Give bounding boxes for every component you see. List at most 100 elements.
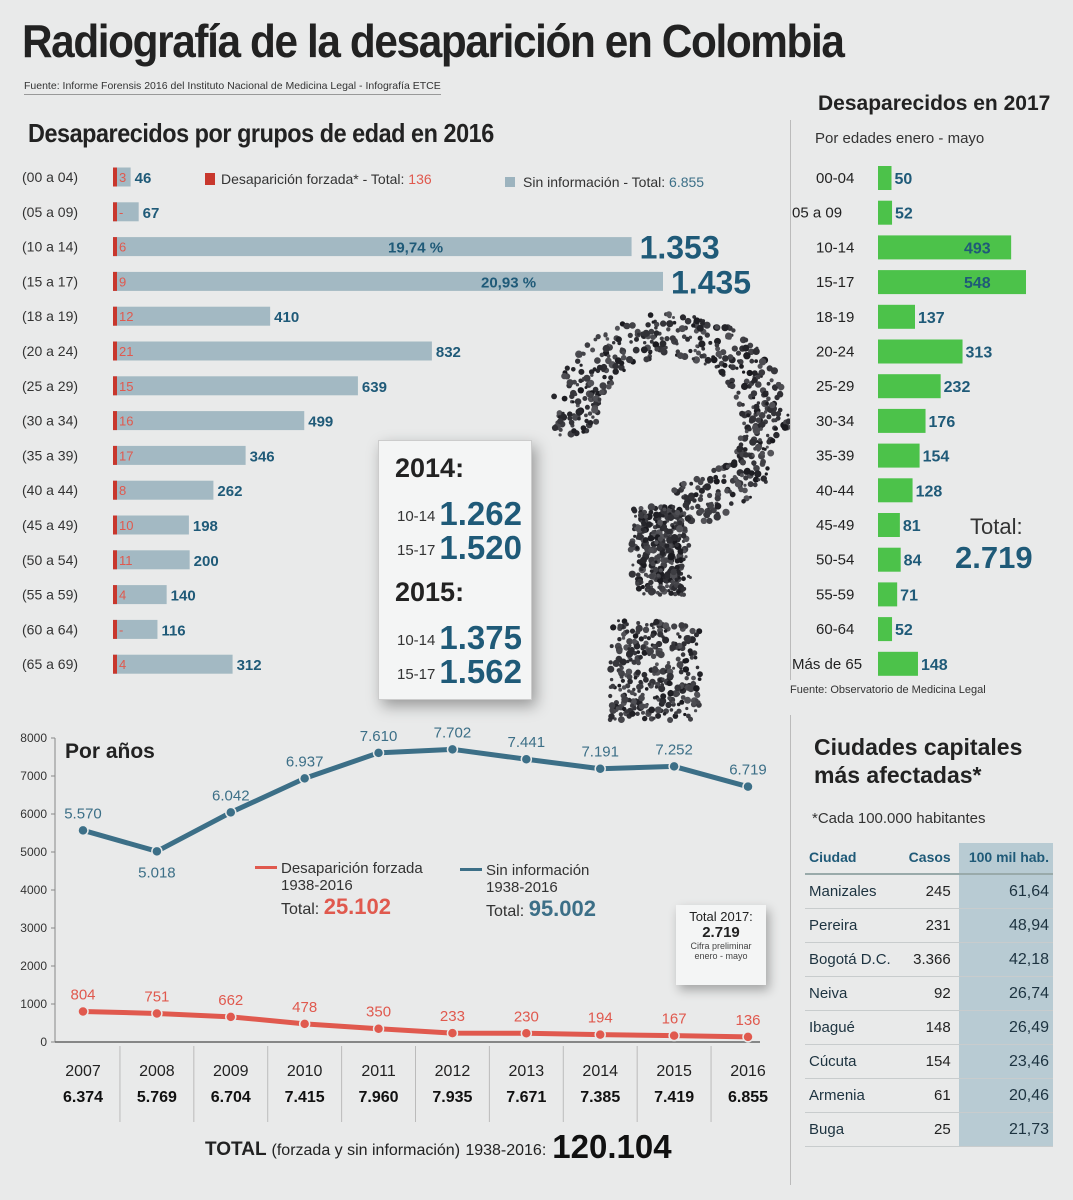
bar-2017 bbox=[878, 200, 893, 225]
y-tick-label: 5000 bbox=[20, 845, 47, 859]
age-category-label: (00 a 04) bbox=[22, 169, 78, 185]
forced-point bbox=[594, 1028, 606, 1041]
age-category-2017-label: 35-39 bbox=[816, 448, 854, 465]
bar-2017 bbox=[878, 408, 926, 433]
forced-point bbox=[151, 1007, 163, 1020]
box-2014-row-1: 10-14 1.262 bbox=[397, 495, 522, 532]
age-bar-chart: (00 a 04) 3 46(05 a 09) -67(10 a 14) 6 1.353(… bbox=[22, 167, 751, 674]
box-2015-label: 2015: bbox=[395, 577, 465, 607]
forced-value-label: 3 bbox=[119, 170, 126, 185]
right-panel-divider bbox=[790, 120, 791, 680]
forced-value-label: 12 bbox=[119, 309, 133, 324]
forced-bar bbox=[113, 341, 117, 361]
bar-2017 bbox=[878, 304, 915, 329]
age-category-2017-label: 05 a 09 bbox=[792, 205, 842, 222]
line-legend-sin: Sin información 1938-2016 Total: 95.002 bbox=[460, 862, 596, 920]
age-category-label: (20 a 24) bbox=[22, 343, 78, 359]
bar-2017-value-label: 128 bbox=[916, 483, 943, 500]
forced-value-label: 751 bbox=[144, 988, 169, 1005]
sin-info-point bbox=[446, 743, 459, 756]
sin-info-value-label: 832 bbox=[436, 344, 461, 361]
bar-2017 bbox=[878, 582, 898, 607]
sin-info-value-label: 7.610 bbox=[360, 728, 398, 745]
legend-forced-label: Desaparición forzada* - Total: bbox=[221, 171, 409, 187]
forced-bar bbox=[113, 585, 117, 605]
bar-2017-value-label: 71 bbox=[900, 587, 918, 604]
cities-header-city: Ciudad bbox=[805, 843, 901, 875]
sin-info-value-label: 7.191 bbox=[581, 744, 619, 761]
forced-value-label: 10 bbox=[119, 518, 133, 533]
forced-bar bbox=[113, 202, 117, 222]
forced-point bbox=[77, 1005, 89, 1018]
forced-value-label: 167 bbox=[662, 1011, 687, 1028]
y-tick-label: 3000 bbox=[20, 921, 47, 935]
year-label: 2007 bbox=[65, 1063, 101, 1080]
table-row: Buga 25 21,73 bbox=[805, 1112, 1053, 1147]
chart-2017-title: Desaparecidos en 2017 bbox=[818, 92, 1051, 115]
year-label: 2010 bbox=[287, 1063, 323, 1080]
box-2015-row-2: 15-17 1.562 bbox=[397, 653, 522, 690]
bar-2017-value-label: 232 bbox=[944, 379, 971, 396]
bar-2017 bbox=[878, 270, 1026, 295]
total-2017-box: Total 2017: 2.719 Cifra preliminar enero… bbox=[676, 905, 766, 985]
sin-info-bar bbox=[113, 202, 139, 222]
year-label: 2012 bbox=[435, 1063, 471, 1080]
box-2014-row-2: 15-17 1.520 bbox=[397, 529, 522, 566]
bar-2017-value-label: 52 bbox=[895, 206, 913, 223]
grand-total: TOTAL (forzada y sin información) 1938-2… bbox=[205, 1128, 672, 1165]
forced-value-label: 4 bbox=[119, 588, 126, 603]
age-category-label: (25 a 29) bbox=[22, 378, 78, 394]
sin-info-value-label: 140 bbox=[171, 588, 196, 605]
cities-note: *Cada 100.000 habitantes bbox=[812, 810, 986, 827]
line-chart-title: Por años bbox=[65, 740, 155, 763]
year-total-label: 7.385 bbox=[580, 1089, 620, 1106]
year-label: 2013 bbox=[509, 1063, 545, 1080]
year-total-label: 5.769 bbox=[137, 1089, 177, 1106]
chart-2017-total-label: Total: bbox=[970, 514, 1023, 539]
sin-info-value-label: 639 bbox=[362, 379, 387, 396]
y-tick-label: 2000 bbox=[20, 959, 47, 973]
year-label: 2015 bbox=[656, 1063, 692, 1080]
sin-info-point bbox=[520, 753, 533, 765]
sin-info-point bbox=[594, 762, 606, 775]
sin-info-point bbox=[742, 780, 754, 793]
sin-info-bar bbox=[113, 237, 632, 257]
forced-value-label: 350 bbox=[366, 1004, 391, 1021]
line-chart-by-year: 8000 7000 6000 5000 4000 3000 2000 1000 0 2007 6.3… bbox=[20, 724, 768, 1122]
bar-2017-value-label: 81 bbox=[903, 518, 921, 535]
forced-value-label: 136 bbox=[735, 1012, 760, 1029]
sin-info-value-label: 198 bbox=[193, 518, 218, 535]
cities-table: Ciudad Casos 100 mil hab. Manizales 245 61… bbox=[805, 843, 1053, 1147]
year-total-label: 7.671 bbox=[506, 1089, 546, 1106]
age-category-label: (60 a 64) bbox=[22, 621, 78, 637]
year-label: 2009 bbox=[213, 1063, 249, 1080]
forced-value-label: 230 bbox=[514, 1008, 539, 1025]
y-tick-label: 6000 bbox=[20, 807, 47, 821]
legend-forced-swatch bbox=[205, 173, 215, 185]
line-legend-forced-total: 25.102 bbox=[323, 894, 391, 919]
chart-2017-subtitle: Por edades enero - mayo bbox=[815, 130, 985, 147]
bar-2017 bbox=[878, 617, 893, 642]
age-category-2017-label: 00-04 bbox=[816, 170, 854, 187]
forced-value-label: 4 bbox=[119, 657, 126, 672]
sin-info-value-label: 1.435 bbox=[671, 264, 751, 300]
year-total-label: 6.704 bbox=[211, 1089, 251, 1106]
age-category-label: (05 a 09) bbox=[22, 204, 78, 220]
line-legend-sin-total: 95.002 bbox=[528, 896, 596, 921]
bar-2017-value-label: 50 bbox=[895, 171, 913, 188]
forced-value-label: - bbox=[119, 622, 123, 637]
legend-sin: Sin información - Total: 6.855 bbox=[505, 174, 704, 190]
sin-info-value-label: 6.719 bbox=[729, 762, 767, 779]
age-category-2017-label: 20-24 bbox=[816, 344, 854, 361]
percent-annotation: 20,93 % bbox=[481, 274, 536, 291]
sin-info-bar bbox=[113, 167, 131, 187]
bar-2017 bbox=[878, 235, 1012, 260]
sin-info-value-label: 46 bbox=[135, 170, 152, 187]
sin-info-value-label: 7.702 bbox=[434, 724, 472, 741]
source-note: Fuente: Informe Forensis 2016 del Instit… bbox=[24, 80, 441, 95]
forced-point bbox=[520, 1027, 533, 1040]
sin-info-bar bbox=[113, 585, 167, 605]
forced-value-label: 21 bbox=[119, 344, 133, 359]
sin-info-bar bbox=[113, 515, 189, 535]
bar-2017-value-label: 176 bbox=[929, 414, 956, 431]
